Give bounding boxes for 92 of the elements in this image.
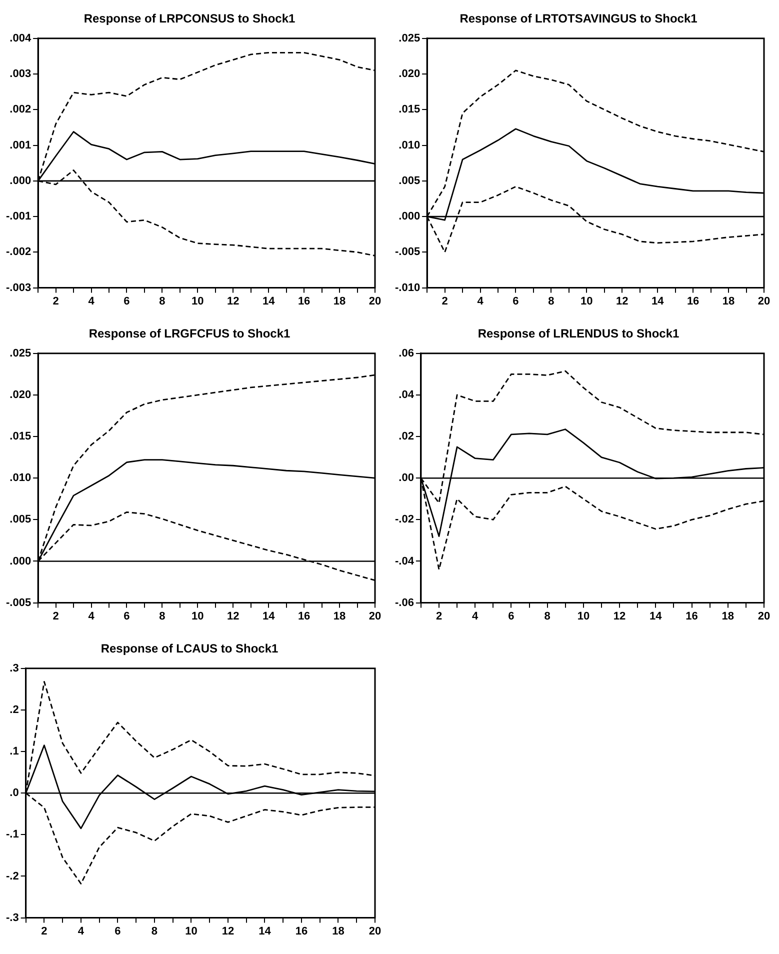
x-tick-label: 20 [368,295,382,308]
y-tick-label: .015 [398,104,420,116]
chart-title: Response of LRPCONSUS to Shock1 [84,12,296,26]
x-tick-label: 8 [159,610,166,622]
y-tick-label: .000 [10,555,32,568]
y-tick-label: -.001 [6,210,32,223]
x-tick-label: 10 [192,295,204,308]
y-tick-label: -.04 [394,555,415,568]
y-tick-label: -.3 [6,912,19,924]
x-tick-label: 8 [548,295,554,308]
x-tick-label: 12 [616,295,628,308]
x-tick-label: 6 [124,295,130,308]
x-tick-label: 10 [185,925,198,938]
y-tick-label: -.2 [6,870,19,882]
x-tick-label: 10 [577,610,590,622]
x-tick-label: 6 [114,925,121,938]
x-tick-label: 20 [368,610,382,622]
y-tick-label: -.02 [394,514,414,526]
x-tick-label: 16 [295,925,308,938]
x-tick-label: 6 [508,610,514,622]
y-tick-label: .010 [398,139,420,152]
y-tick-label: .010 [10,472,32,484]
chart-title: Response of LRTOTSAVINGUS to Shock1 [460,12,698,26]
y-tick-label: -.002 [6,246,32,258]
x-tick-label: 12 [613,610,626,622]
x-tick-label: 16 [298,295,310,308]
y-tick-label: .04 [398,389,415,401]
x-tick-label: 18 [722,610,734,622]
x-tick-label: 14 [651,295,665,308]
chart-title: Response of LCAUS to Shock1 [100,642,279,656]
y-tick-label: .015 [10,430,32,443]
y-tick-label: .025 [398,32,420,44]
x-tick-label: 8 [544,610,550,622]
y-tick-label: -.1 [6,828,19,841]
y-tick-label: .020 [398,68,420,80]
x-tick-label: 4 [88,610,96,622]
x-tick-label: 12 [222,925,234,938]
x-tick-label: 16 [298,610,310,622]
x-tick-label: 14 [262,295,276,308]
y-tick-label: .002 [10,104,32,116]
x-tick-label: 14 [262,610,276,622]
y-tick-label: -.06 [394,596,414,609]
y-tick-label: .000 [10,174,32,187]
y-tick-label: -.003 [6,282,32,294]
y-tick-label: .3 [10,662,19,674]
y-tick-label: .005 [10,514,32,526]
x-tick-label: 14 [258,925,272,938]
y-tick-label: .02 [398,430,414,443]
chart-title: Response of LRLENDUS to Shock1 [478,326,680,341]
chart-title: Response of LRGFCFUS to Shock1 [88,326,290,341]
y-tick-label: .06 [398,347,414,360]
x-tick-label: 2 [52,295,59,308]
x-tick-label: 18 [333,610,346,622]
y-tick-label: -.005 [6,596,32,609]
x-tick-label: 10 [580,295,593,308]
x-tick-label: 12 [227,610,240,622]
x-tick-label: 4 [88,295,96,308]
y-tick-label: .000 [398,210,420,223]
y-tick-label: .003 [10,68,32,80]
x-tick-label: 2 [41,925,48,938]
x-tick-label: 18 [333,295,346,308]
x-tick-label: 10 [192,610,204,622]
y-tick-label: .00 [398,472,414,484]
y-tick-label: .2 [10,704,19,716]
y-tick-label: .004 [10,32,32,44]
x-tick-label: 18 [332,925,344,938]
x-tick-label: 6 [512,295,519,308]
y-tick-label: .005 [398,174,420,187]
x-tick-label: 18 [722,295,735,308]
y-tick-label: -.005 [394,246,420,258]
x-tick-label: 20 [758,610,770,622]
x-tick-label: 2 [52,610,59,622]
x-tick-label: 20 [368,925,382,938]
x-tick-label: 2 [436,610,442,622]
x-tick-label: 4 [477,295,484,308]
x-tick-label: 12 [227,295,240,308]
x-tick-label: 8 [151,925,158,938]
y-tick-label: .1 [10,746,19,758]
y-tick-label: -.010 [394,282,420,294]
x-tick-label: 20 [758,295,770,308]
x-tick-label: 16 [686,295,700,308]
y-tick-label: .0 [10,787,19,800]
y-tick-label: .001 [10,139,32,152]
x-tick-label: 2 [442,295,448,308]
x-tick-label: 4 [78,925,85,938]
y-tick-label: .025 [10,347,32,360]
x-tick-label: 8 [159,295,166,308]
x-tick-label: 16 [686,610,698,622]
y-tick-label: .020 [10,389,32,401]
x-tick-label: 4 [472,610,480,622]
x-tick-label: 14 [650,610,663,622]
x-tick-label: 6 [124,610,130,622]
